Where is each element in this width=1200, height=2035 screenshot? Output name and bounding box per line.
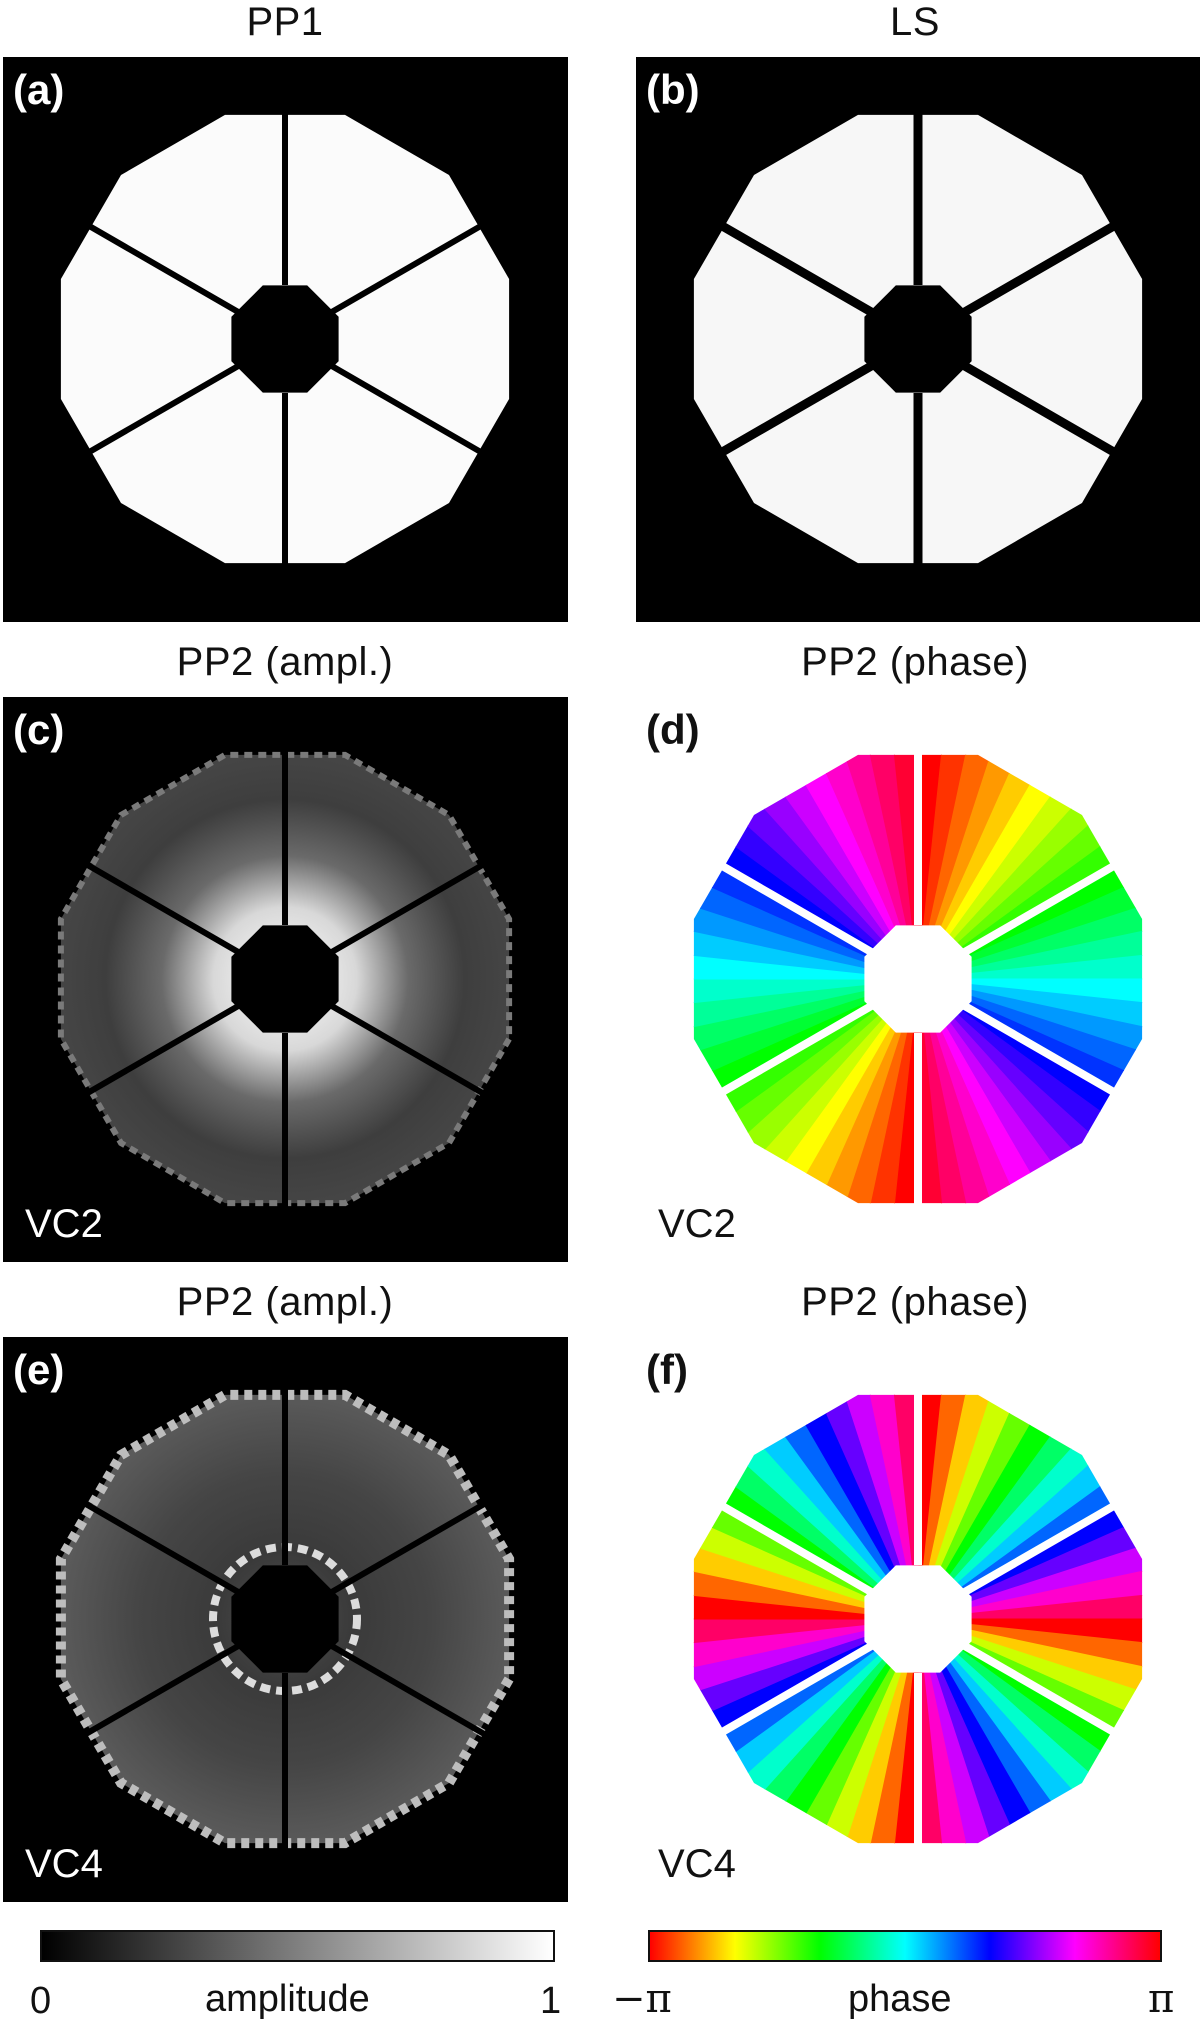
panel-e-amplitude-image: (e) VC4 xyxy=(3,1337,568,1902)
panel-b-title: LS xyxy=(890,0,940,44)
panel-c-title: PP2 (ampl.) xyxy=(176,640,394,684)
panel-f-title: PP2 (phase) xyxy=(801,1280,1029,1324)
panel-d-charge-label: VC2 xyxy=(658,1202,736,1246)
panel-a-pupil-image: (a) xyxy=(3,57,568,622)
phase-colorbar xyxy=(648,1930,1162,1962)
amplitude-colorbar-min-label: 0 xyxy=(30,1980,52,2022)
panel-f-charge-label: VC4 xyxy=(658,1842,736,1886)
phase-colorbar-max-label: π xyxy=(1148,1976,1175,2022)
panel-d-phase-image: (d) VC2 xyxy=(636,697,1200,1262)
lyot-stop-svg xyxy=(636,57,1200,622)
amplitude-colorbar xyxy=(40,1930,555,1962)
amplitude-vc4-svg xyxy=(3,1337,568,1902)
phase-colorbar-min-label: −π xyxy=(612,1976,672,2022)
panel-c-letter: (c) xyxy=(13,706,65,753)
panel-d-title: PP2 (phase) xyxy=(801,640,1029,684)
panel-a-title: PP1 xyxy=(246,0,324,44)
panel-b-lyot-stop-image: (b) xyxy=(636,57,1200,622)
panel-b-letter: (b) xyxy=(646,66,700,113)
amplitude-colorbar-max-label: 1 xyxy=(540,1980,562,2022)
panel-f-letter: (f) xyxy=(646,1346,688,1393)
panel-e-charge-label: VC4 xyxy=(25,1842,103,1886)
pupil-svg xyxy=(3,57,568,622)
panel-a-letter: (a) xyxy=(13,66,65,113)
panel-f-phase-image: (f) VC4 xyxy=(636,1337,1200,1902)
panel-e-letter: (e) xyxy=(13,1346,65,1393)
phase-colorbar-label: phase xyxy=(848,1978,952,2020)
panel-c-amplitude-image: (c) VC2 xyxy=(3,697,568,1262)
panel-d-letter: (d) xyxy=(646,706,700,753)
phase-vc4-svg xyxy=(636,1337,1200,1902)
panel-c-charge-label: VC2 xyxy=(25,1202,103,1246)
phase-vc2-svg xyxy=(636,697,1200,1262)
panel-e-title: PP2 (ampl.) xyxy=(176,1280,394,1324)
amplitude-colorbar-label: amplitude xyxy=(205,1978,370,2020)
amplitude-vc2-svg xyxy=(3,697,568,1262)
